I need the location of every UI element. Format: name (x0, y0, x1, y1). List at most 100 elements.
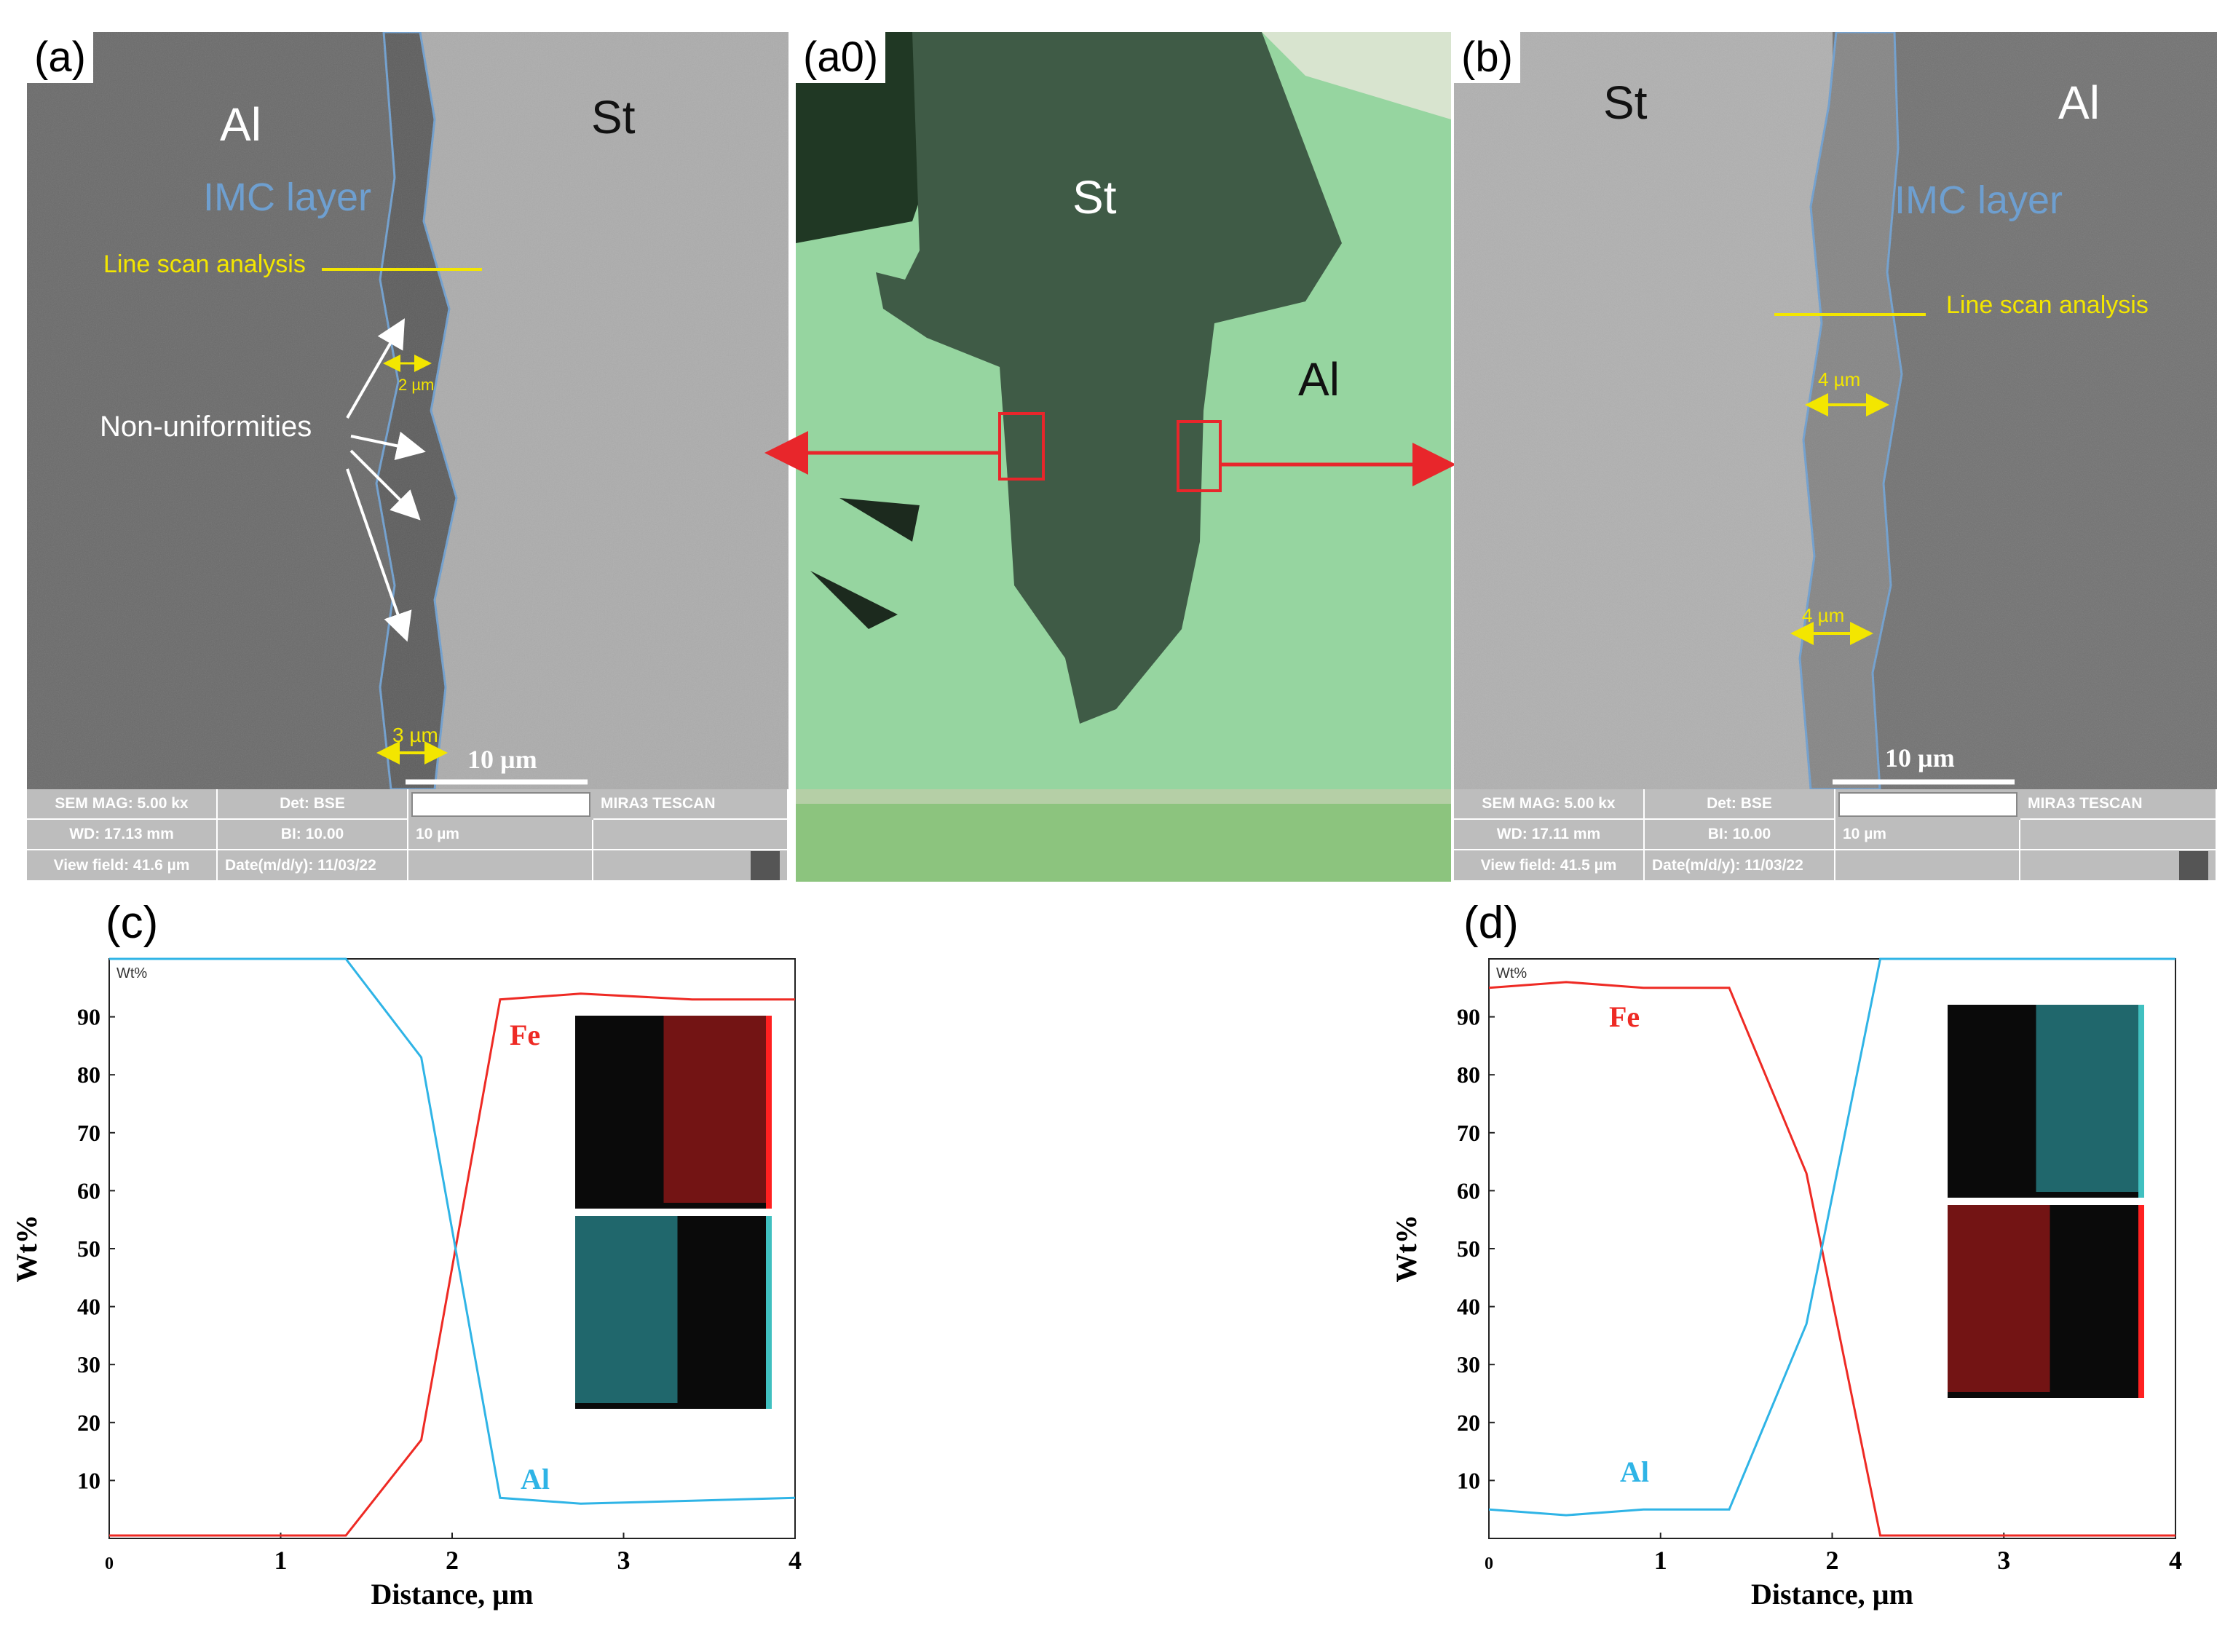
info-scale-small: 10 µm (408, 820, 593, 850)
info-mag: SEM MAG: 5.00 kx (27, 789, 218, 820)
info-view-field: View field: 41.5 µm (1454, 850, 1645, 882)
y-tick-label: 20 (1457, 1410, 1480, 1436)
unit-tag: Wt% (116, 965, 147, 981)
y-tick-label: 60 (1457, 1177, 1480, 1204)
panel-label-d: (d) (1463, 898, 1519, 948)
y-axis-label: Wt% (10, 1214, 43, 1282)
sem-image-a (27, 32, 789, 791)
info-scale-ruler (1838, 792, 2017, 817)
x-tick-label: 0 (1485, 1554, 1493, 1573)
panel-label-a0: (a0) (796, 32, 886, 83)
unit-tag: Wt% (1496, 965, 1527, 981)
info-date: Date(m/d/y): 11/03/22 (1645, 850, 1835, 882)
al-label: Al (220, 98, 261, 151)
info-bi: BI: 10.00 (218, 820, 408, 850)
info-brand: MIRA3 TESCAN (593, 789, 789, 820)
x-axis-label: Distance, µm (1751, 1578, 1913, 1610)
y-tick-label: 70 (77, 1120, 100, 1146)
sem-panel-a: (a) Al St IMC layer Line scan analysis N… (27, 32, 789, 882)
optical-image-a0 (796, 32, 1451, 882)
info-brand: MIRA3 TESCAN (2020, 789, 2217, 820)
y-tick-label: 40 (77, 1294, 100, 1320)
y-tick-label: 50 (77, 1236, 100, 1262)
series-line-al (109, 957, 796, 1505)
scale-bar-label-b: 10 µm (1885, 743, 1955, 772)
y-tick-label: 60 (77, 1177, 100, 1204)
series-label-al: Al (1620, 1455, 1649, 1488)
sem-info-bar-a: SEM MAG: 5.00 kx Det: BSE MIRA3 TESCAN W… (27, 789, 789, 882)
x-tick-label: 0 (105, 1554, 114, 1573)
info-date: Date(m/d/y): 11/03/22 (218, 850, 408, 882)
info-mag: SEM MAG: 5.00 kx (1454, 789, 1645, 820)
info-wd: WD: 17.11 mm (1454, 820, 1645, 850)
element-map-al (575, 1216, 772, 1409)
panel-label-b: (b) (1454, 32, 1520, 83)
info-blank (1835, 850, 2020, 882)
st-label: St (591, 91, 636, 143)
imc-layer-label: IMC layer (203, 175, 372, 219)
sem-info-bar-b: SEM MAG: 5.00 kx Det: BSE MIRA3 TESCAN W… (1454, 789, 2217, 882)
al-label-b: Al (2058, 76, 2100, 129)
y-tick-label: 90 (1457, 1004, 1480, 1030)
x-tick-label: 2 (1826, 1546, 1839, 1575)
line-scan-label: Line scan analysis (103, 250, 306, 278)
x-axis-label: Distance, µm (371, 1578, 533, 1610)
info-blank (2020, 820, 2217, 850)
info-blank (408, 850, 593, 882)
tescan-logo-icon (593, 850, 789, 882)
sem-image-b (1454, 32, 2217, 791)
imc-layer-label-b: IMC layer (1894, 178, 2063, 222)
y-tick-label: 80 (77, 1062, 100, 1088)
y-tick-label: 70 (1457, 1120, 1480, 1146)
st-label-b: St (1603, 76, 1648, 129)
series-label-fe: Fe (1609, 1000, 1640, 1033)
panel-label-a: (a) (27, 32, 93, 83)
scale-bar-label: 10 µm (467, 745, 537, 774)
info-det: Det: BSE (218, 789, 408, 820)
panel-label-c: (c) (106, 898, 159, 948)
sem-panel-b: (b) St Al IMC layer Line scan analysis 4… (1454, 32, 2217, 882)
line-chart-c: Wt% 10 20 30 40 50 60 70 80 90 0 1 2 3 4 Distance, µm Wt… (10, 957, 802, 1610)
optical-panel-a0: (a0) St Al (796, 32, 1451, 882)
annotations-a (322, 268, 588, 785)
y-tick-label: 30 (77, 1351, 100, 1378)
st-label-a0: St (1072, 171, 1117, 224)
x-tick-label: 3 (1997, 1546, 2010, 1575)
line-chart-d: Wt% 10 20 30 40 50 60 70 80 90 0 1 2 3 4 Distance, µm Wt… (1390, 957, 2182, 1610)
x-tick-label: 3 (617, 1546, 631, 1575)
y-tick-label: 80 (1457, 1062, 1480, 1088)
element-map-fe (575, 1016, 772, 1209)
y-tick-label: 50 (1457, 1236, 1480, 1262)
annotations-b (1774, 313, 2015, 785)
info-scale-ruler (411, 792, 590, 817)
dimension-label-2um: 2 µm (398, 376, 435, 394)
y-tick-label: 20 (77, 1410, 100, 1436)
y-tick-label: 90 (77, 1004, 100, 1030)
series-line-fe (1488, 981, 2175, 1537)
y-tick-label: 40 (1457, 1294, 1480, 1320)
element-map-fe (1948, 1205, 2144, 1398)
x-tick-label: 4 (789, 1546, 802, 1575)
series-line-al (1488, 957, 2175, 1517)
y-tick-label: 30 (1457, 1351, 1480, 1378)
x-tick-label: 2 (446, 1546, 459, 1575)
dimension-label-4um-top: 4 µm (1818, 368, 1861, 390)
connector-arrows (764, 431, 1456, 486)
x-tick-label: 4 (2169, 1546, 2182, 1575)
line-scan-label-b: Line scan analysis (1946, 291, 2149, 319)
series-label-al: Al (521, 1463, 550, 1495)
x-tick-label: 1 (1654, 1546, 1667, 1575)
element-map-al (1948, 1005, 2144, 1198)
info-wd: WD: 17.13 mm (27, 820, 218, 850)
x-tick-label: 1 (274, 1546, 288, 1575)
info-bi: BI: 10.00 (1645, 820, 1835, 850)
non-uniformities-label: Non-uniformities (100, 411, 312, 443)
series-label-fe: Fe (510, 1019, 540, 1051)
al-label-a0: Al (1298, 353, 1340, 406)
info-view-field: View field: 41.6 µm (27, 850, 218, 882)
series-line-fe (109, 992, 795, 1537)
y-axis-label: Wt% (1390, 1214, 1423, 1282)
y-tick-label: 10 (77, 1467, 100, 1493)
info-det: Det: BSE (1645, 789, 1835, 820)
y-tick-label: 10 (1457, 1467, 1480, 1493)
